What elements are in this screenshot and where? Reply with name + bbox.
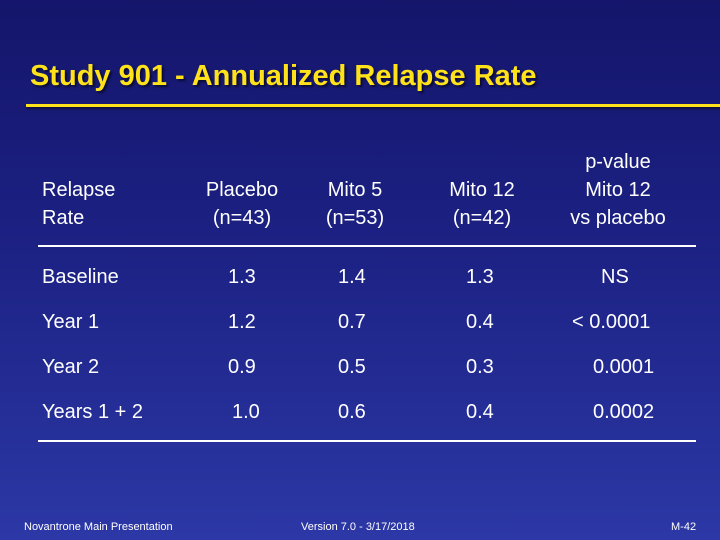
cell-placebo: 1.3 — [228, 266, 256, 288]
header-line: p-value — [585, 151, 651, 173]
header-placebo: Placebo (n=43) — [192, 176, 292, 232]
header-relapse-rate: Relapse Rate — [42, 176, 115, 232]
header-divider — [38, 245, 696, 247]
title-underline — [26, 104, 720, 107]
cell-mito5: 1.4 — [338, 266, 366, 288]
header-line: Relapse — [42, 179, 116, 201]
header-pvalue: p-value Mito 12 vs placebo — [548, 148, 688, 232]
footer-version: Version 7.0 - 3/17/2018 — [301, 521, 415, 533]
row-label: Year 1 — [42, 311, 100, 333]
cell-placebo: 1.0 — [232, 401, 260, 423]
header-line: Mito 12 — [449, 179, 515, 201]
header-line: Rate — [42, 207, 85, 229]
cell-placebo: 0.9 — [228, 356, 256, 378]
header-mito5: Mito 5 (n=53) — [305, 176, 405, 232]
cell-mito12: 0.3 — [466, 356, 494, 378]
slide-title: Study 901 - Annualized Relapse Rate — [30, 60, 537, 92]
cell-mito5: 0.5 — [338, 356, 366, 378]
cell-pvalue: NS — [601, 266, 629, 288]
header-line: (n=53) — [325, 207, 385, 229]
cell-mito12: 0.4 — [466, 311, 494, 333]
header-mito12: Mito 12 (n=42) — [432, 176, 532, 232]
header-line: vs placebo — [570, 207, 666, 229]
cell-mito12: 1.3 — [466, 266, 494, 288]
header-line: (n=42) — [452, 207, 512, 229]
header-line: Mito 12 — [585, 179, 651, 201]
cell-placebo: 1.2 — [228, 311, 256, 333]
cell-pvalue: 0.0002 — [593, 401, 655, 423]
footer-presentation-name: Novantrone Main Presentation — [24, 521, 173, 533]
row-label: Year 2 — [42, 356, 100, 378]
table-bottom-divider — [38, 440, 696, 442]
header-line: Mito 5 — [327, 179, 383, 201]
cell-mito5: 0.7 — [338, 311, 366, 333]
cell-pvalue: 0.0001 — [593, 356, 655, 378]
cell-mito12: 0.4 — [466, 401, 494, 423]
row-label: Baseline — [42, 266, 119, 288]
row-label: Years 1 + 2 — [42, 401, 144, 423]
cell-pvalue: < 0.0001 — [572, 311, 651, 333]
header-line: Placebo — [205, 179, 279, 201]
cell-mito5: 0.6 — [338, 401, 366, 423]
footer-page-number: M-42 — [671, 521, 697, 533]
header-line: (n=43) — [212, 207, 272, 229]
